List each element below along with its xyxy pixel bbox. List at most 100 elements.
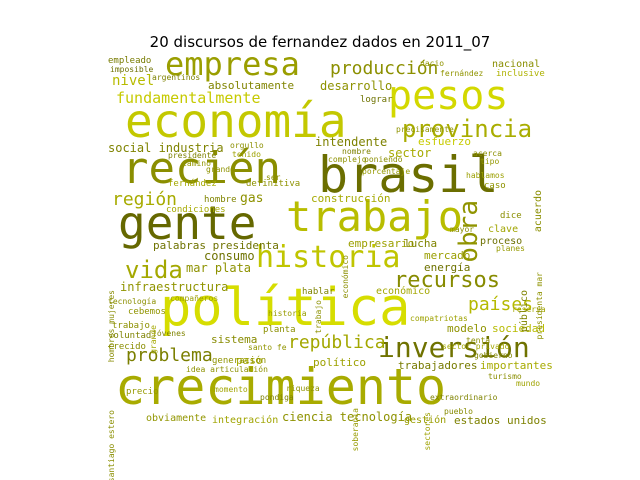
cloud-word: sector	[388, 146, 432, 160]
cloud-word: ciencia tecnología	[282, 410, 413, 424]
cloud-word: planta	[263, 325, 296, 335]
cloud-word: consumo	[204, 249, 255, 263]
cloud-word: mercado	[424, 249, 471, 262]
cloud-word: extraordinario	[430, 393, 498, 402]
cloud-word: hombres mujeres	[107, 290, 116, 363]
cloud-word: sectores	[423, 412, 432, 451]
cloud-word: paso	[236, 354, 263, 367]
cloud-word: trabajo	[314, 300, 323, 334]
cloud-word: vida	[125, 256, 183, 284]
cloud-word: compañeros	[170, 294, 219, 303]
cloud-word: orgullo	[230, 141, 264, 150]
cloud-word: político	[313, 356, 366, 369]
cloud-word: hablar	[302, 287, 335, 297]
cloud-word: turismo	[488, 372, 522, 381]
cloud-word: lograr	[360, 95, 393, 105]
cloud-word: poniendo	[364, 155, 403, 164]
cloud-word: desarrollo	[320, 79, 393, 93]
cloud-word: fernández	[168, 179, 217, 189]
cloud-word: pueblo	[444, 407, 473, 416]
cloud-word: pondiga	[260, 393, 294, 402]
cloud-word: esfuerzo	[418, 135, 471, 148]
cloud-word: soberanía	[351, 408, 360, 452]
cloud-word: proceso	[480, 236, 523, 247]
cloud-word: jóvenes	[152, 329, 186, 338]
cloud-word: económico	[341, 255, 350, 299]
cloud-word: imposible	[110, 65, 154, 74]
cloud-word: modelo	[447, 322, 487, 335]
cloud-word: reserva	[512, 305, 546, 314]
cloud-word: lucha	[404, 237, 438, 250]
cloud-word: santiago estero	[107, 410, 116, 480]
cloud-word: producción	[330, 58, 439, 79]
cloud-word: gente	[118, 196, 257, 250]
cloud-word: grande	[206, 165, 235, 174]
cloud-word: planes	[496, 244, 525, 253]
cloud-word: gobierno	[474, 351, 513, 360]
cloud-word: economía	[125, 94, 347, 148]
cloud-word: acuerdo	[533, 190, 544, 233]
cloud-word: hablamos	[466, 171, 505, 180]
cloud-word: sociedad	[492, 322, 545, 335]
cloud-word: tipo	[480, 157, 500, 166]
cloud-word: idea articulación	[186, 365, 268, 374]
cloud-word: hombre	[204, 195, 237, 205]
cloud-word: brasil	[318, 146, 499, 204]
cloud-word: inclusive	[496, 69, 545, 79]
cloud-word: sector privado	[442, 342, 510, 351]
cloud-word: gas	[240, 191, 264, 206]
cloud-word: acerca	[473, 149, 502, 158]
cloud-word: definitiva	[246, 179, 301, 189]
cloud-word: mayor	[450, 225, 475, 234]
cloud-word: precisamente	[396, 125, 454, 134]
cloud-word: precio	[126, 387, 159, 397]
cloud-word: construcción	[311, 192, 391, 205]
cloud-word: empresa	[165, 45, 300, 83]
cloud-word: nacio	[420, 59, 445, 68]
cloud-word: presidente	[168, 151, 217, 160]
cloud-word: crecimiento	[115, 358, 447, 416]
cloud-word: voluntad	[108, 331, 152, 341]
cloud-word: estados unidos	[454, 414, 547, 427]
cloud-word: trabajadores	[398, 359, 478, 372]
cloud-word: argentinos	[152, 73, 201, 82]
cloud-word: recién	[122, 143, 281, 194]
cloud-word: compatriotas	[410, 314, 468, 323]
cloud-word: caso	[484, 181, 506, 191]
cloud-word: energía	[424, 261, 471, 274]
cloud-word: sistema	[211, 333, 258, 346]
wordcloud-canvas	[103, 57, 553, 425]
cloud-word: mar plata	[186, 261, 252, 275]
cloud-word: crecido	[108, 342, 146, 352]
cloud-word: pesos	[388, 73, 509, 119]
cloud-word: grande	[149, 325, 158, 354]
cloud-word: empleado	[108, 56, 152, 66]
cloud-word: clave	[488, 224, 519, 235]
cloud-word: condiciones	[166, 205, 226, 215]
cloud-word: empresario	[348, 237, 415, 250]
cloud-word: trabajo	[112, 321, 150, 331]
cloud-word: absolutamente	[208, 79, 295, 92]
cloud-word: fernández	[440, 69, 484, 78]
cloud-word: tenido	[232, 150, 261, 159]
cloud-word: dice	[500, 211, 522, 221]
cloud-word: porcentaje	[362, 167, 411, 176]
cloud-word: nivel	[112, 73, 155, 89]
cloud-word: nacional	[492, 59, 541, 70]
cloud-word: república	[288, 332, 386, 353]
cloud-word: riqueza	[286, 384, 320, 393]
cloud-word: ser	[266, 173, 281, 182]
cloud-word: palabras presidenta	[153, 239, 279, 252]
cloud-word: generación	[212, 356, 267, 366]
cloud-word: trabajo	[286, 192, 464, 241]
cloud-word: social industria	[108, 141, 224, 155]
cloud-word: complejo	[328, 155, 367, 164]
cloud-word: política	[160, 278, 411, 338]
cloud-word: historia	[268, 309, 307, 318]
cloud-word: importantes	[480, 359, 553, 372]
cloud-word: países	[468, 294, 534, 315]
cloud-word: integración	[212, 415, 279, 426]
cloud-word: inversión	[378, 331, 530, 364]
cloud-word: presidenta mar	[535, 272, 544, 340]
